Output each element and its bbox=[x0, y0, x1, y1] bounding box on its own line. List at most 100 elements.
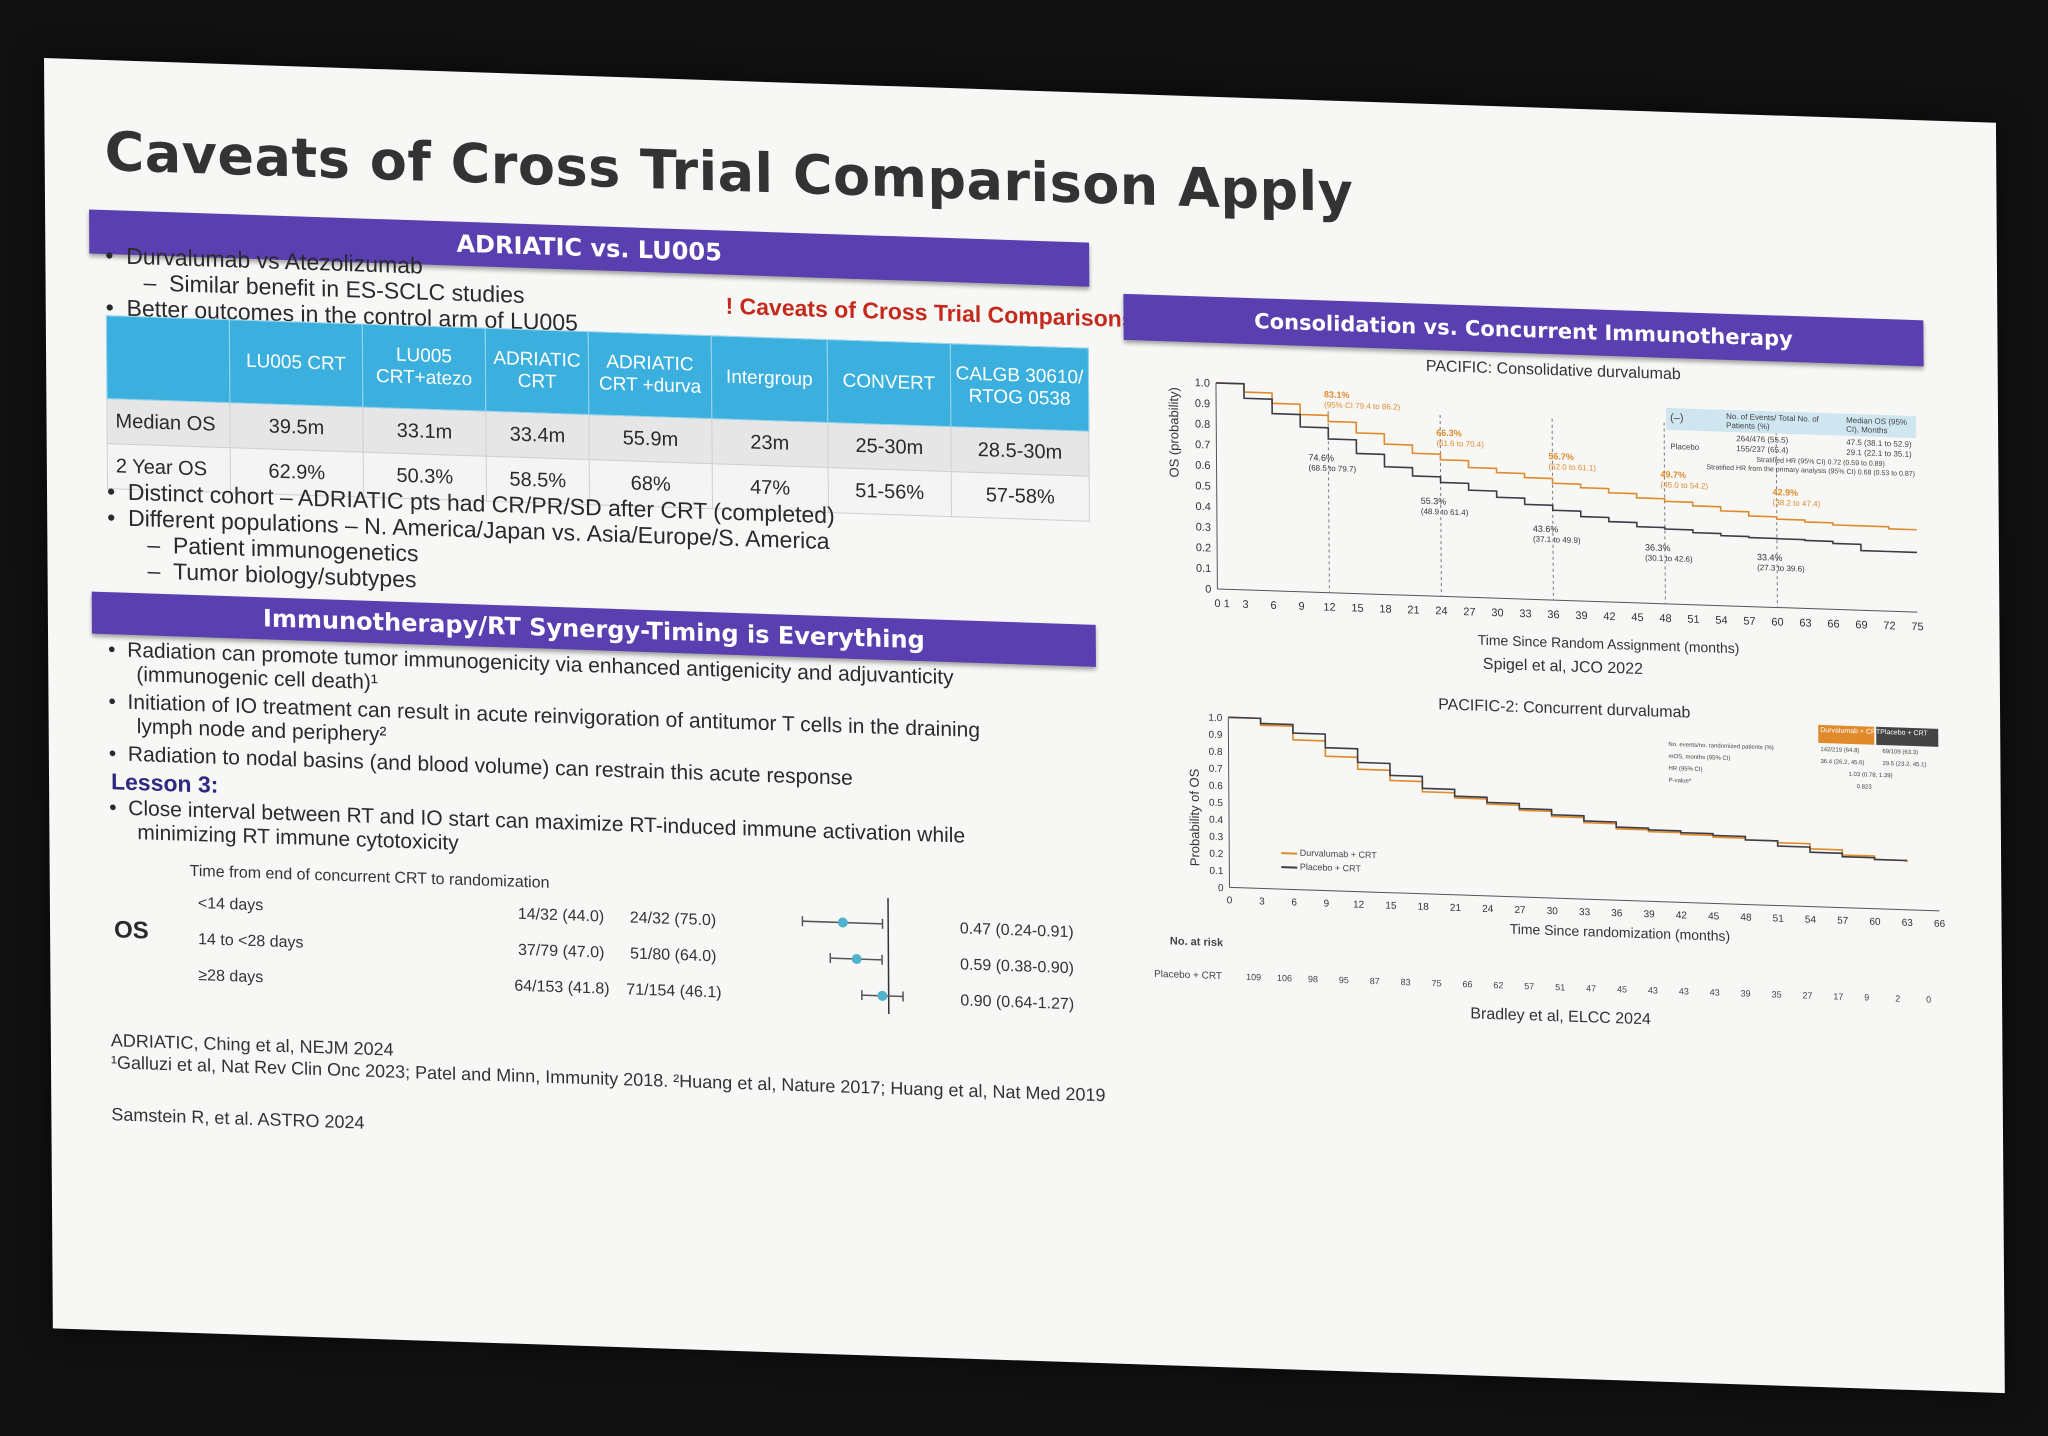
x-tick-label: 6 bbox=[1270, 600, 1276, 612]
pacific2-citation: Bradley et al, ELCC 2024 bbox=[1470, 1005, 1651, 1029]
forest-hr: 0.90 (0.64-1.27) bbox=[960, 992, 1075, 1014]
durva-annotation-ci: (38.2 to 47.4) bbox=[1773, 498, 1821, 509]
lesson-heading: Lesson 3: bbox=[110, 768, 219, 798]
table-cell: 28.5-30m bbox=[950, 426, 1090, 477]
x-tick-label: 48 bbox=[1659, 613, 1671, 625]
x-tick-label: 15 bbox=[1351, 602, 1363, 614]
y-axis bbox=[1215, 382, 1218, 589]
placebo-annotation: 55.3% bbox=[1421, 496, 1447, 507]
table-cell: 25-30m bbox=[827, 422, 952, 472]
y-tick-label: 0.3 bbox=[1209, 832, 1223, 843]
hr-point bbox=[877, 990, 888, 1001]
durva-annotation-ci: (61.6 to 70.4) bbox=[1436, 439, 1484, 450]
x-tick-label: 33 bbox=[1519, 608, 1531, 620]
x-tick-label: 30 bbox=[1547, 906, 1559, 917]
hr-point bbox=[837, 917, 848, 928]
table-cell: 1.03 (0.78, 1.39) bbox=[1848, 771, 1893, 780]
legend-col: (–) bbox=[1670, 411, 1684, 425]
y-tick-label: 0.4 bbox=[1209, 815, 1223, 826]
y-tick-label: 0.8 bbox=[1209, 747, 1223, 758]
y-tick-label: 0 bbox=[1218, 883, 1224, 894]
y-tick-label: 0.9 bbox=[1195, 398, 1210, 411]
durva-annotation: 83.1% bbox=[1324, 389, 1350, 400]
durvalumab-curve bbox=[1215, 382, 1917, 531]
table-cell: 0.823 bbox=[1856, 784, 1872, 791]
x-tick-label: 12 bbox=[1353, 899, 1365, 910]
consolidation-bar: Consolidation vs. Concurrent Immunothera… bbox=[1123, 293, 1924, 367]
forest-group: 14 to <28 days bbox=[198, 931, 304, 952]
x-tick-label: 27 bbox=[1463, 606, 1475, 618]
y-tick-label: 0.5 bbox=[1209, 798, 1223, 809]
y-tick-label: 0.3 bbox=[1196, 521, 1211, 534]
placebo-annotation-ci: (30.1 to 42.6) bbox=[1645, 553, 1693, 564]
x-tick-label: 6 bbox=[1291, 897, 1297, 908]
x-tick-label: 45 bbox=[1708, 911, 1720, 922]
forest-header: Time from end of concurrent CRT to rando… bbox=[189, 862, 550, 892]
table-header bbox=[106, 315, 230, 403]
slide-title: Caveats of Cross Trial Comparison Apply bbox=[104, 120, 1354, 225]
risk-value: 45 bbox=[1616, 984, 1628, 995]
legend-col: No. of Events/ Total No. of Patients (%) bbox=[1726, 411, 1819, 432]
y-tick-label: 0.7 bbox=[1209, 764, 1223, 775]
table-cell: 29.5 (23.2, 45.1) bbox=[1882, 761, 1927, 769]
x-tick-label: 3 bbox=[1259, 896, 1265, 907]
risk-values: 109 106 98 95 87 83 75 66 62 57 51 47 45 43 43 43 39 35 27… bbox=[1246, 972, 1946, 1009]
y-tick-label: 0.2 bbox=[1209, 849, 1223, 860]
x-tick-label: 51 bbox=[1687, 614, 1699, 626]
risk-value: 87 bbox=[1369, 976, 1380, 987]
landmark-line bbox=[1327, 411, 1330, 593]
x-tick-label: 18 bbox=[1418, 902, 1430, 913]
y-tick-label: 1.0 bbox=[1208, 713, 1222, 724]
x-tick-label: 1 bbox=[1224, 598, 1230, 610]
durva-annotation-ci: (52.0 to 61.1) bbox=[1548, 462, 1596, 473]
durva-annotation: 49.7% bbox=[1660, 469, 1686, 480]
pacific-legend-box: (–) No. of Events/ Total No. of Patients… bbox=[1666, 407, 1917, 480]
table-header: LU005 CRT bbox=[229, 319, 363, 408]
x-tick-label: 12 bbox=[1323, 601, 1335, 613]
durva-annotation: 42.9% bbox=[1773, 487, 1799, 498]
x-tick-label: 9 bbox=[1298, 601, 1304, 613]
table-header: LU005 CRT+atezo bbox=[362, 324, 486, 412]
legend-cell: 264/476 (55.5) bbox=[1736, 434, 1789, 445]
y-tick-label: 0.1 bbox=[1196, 563, 1211, 576]
risk-label: No. at risk bbox=[1169, 935, 1224, 950]
x-tick-label: 30 bbox=[1491, 607, 1503, 619]
pacific-citation: Spigel et al, JCO 2022 bbox=[1482, 655, 1644, 679]
x-tick-label: 21 bbox=[1407, 604, 1419, 616]
x-tick-label: 39 bbox=[1644, 909, 1656, 920]
table-cell: 55.9m bbox=[588, 414, 713, 464]
y-tick-label: 0.2 bbox=[1196, 542, 1211, 555]
x-axis bbox=[1229, 886, 1940, 912]
forest-events-a: 37/79 (47.0) bbox=[518, 941, 605, 962]
pacific-xlabel: Time Since Random Assignment (months) bbox=[1477, 631, 1740, 657]
risk-value: 43 bbox=[1678, 986, 1689, 997]
pacific-km-chart: 00.10.20.30.40.50.60.70.80.91.00 1 3 6 9 12 15… bbox=[1195, 377, 1924, 633]
x-tick-label: 9 bbox=[1324, 898, 1330, 909]
placebo-annotation: 74.6% bbox=[1308, 452, 1334, 463]
ref-footnotes: ¹Galluzi et al, Nat Rev Clin Onc 2023; P… bbox=[110, 1052, 1106, 1106]
risk-value: 57 bbox=[1524, 981, 1535, 992]
table-cell: 142/219 (64.8) bbox=[1820, 746, 1860, 755]
placebo-curve bbox=[1215, 382, 1917, 554]
risk-value: 83 bbox=[1400, 977, 1411, 988]
landmark-line bbox=[1663, 422, 1666, 604]
y-tick-label: 0.4 bbox=[1196, 501, 1211, 514]
risk-value: 9 bbox=[1864, 992, 1870, 1003]
x-tick-label: 48 bbox=[1740, 912, 1752, 923]
bullet-nodal-basins: • Radiation to nodal basins (and blood v… bbox=[108, 742, 853, 790]
x-tick-label: 42 bbox=[1676, 910, 1688, 921]
placebo-annotation: 43.6% bbox=[1533, 524, 1559, 535]
x-tick-label: 24 bbox=[1482, 904, 1494, 915]
forest-plot bbox=[801, 898, 904, 1015]
legend-cell: 155/237 (65.4) bbox=[1736, 444, 1789, 455]
ref-samstein: Samstein R, et al. ASTRO 2024 bbox=[111, 1104, 365, 1133]
risk-value: 39 bbox=[1740, 988, 1751, 999]
risk-value: 95 bbox=[1338, 974, 1349, 986]
table-header: Intergroup bbox=[711, 335, 828, 423]
x-tick-label: 45 bbox=[1631, 612, 1643, 624]
table-header: CALGB 30610/ RTOG 0538 bbox=[950, 343, 1089, 432]
x-tick-label: 69 bbox=[1855, 619, 1867, 631]
risk-row-label: Placebo + CRT bbox=[1154, 968, 1223, 983]
y-tick-label: 0.7 bbox=[1195, 439, 1210, 452]
